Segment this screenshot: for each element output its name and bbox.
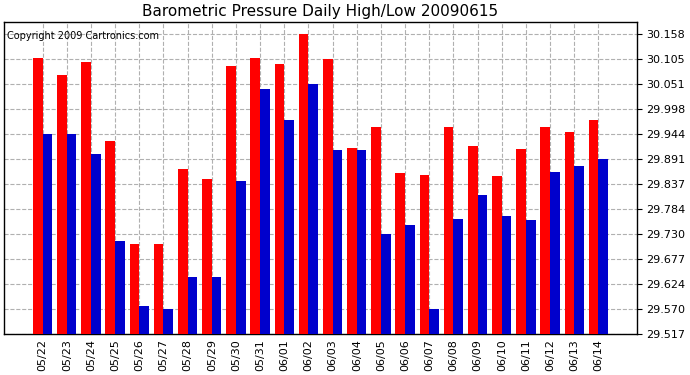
- Bar: [115, 241, 125, 334]
- Bar: [357, 150, 366, 334]
- Bar: [188, 278, 197, 334]
- Bar: [564, 132, 574, 334]
- Bar: [236, 181, 246, 334]
- Bar: [381, 234, 391, 334]
- Bar: [308, 84, 318, 334]
- Bar: [202, 179, 212, 334]
- Bar: [164, 309, 173, 334]
- Bar: [275, 64, 284, 334]
- Bar: [57, 75, 67, 334]
- Bar: [405, 225, 415, 334]
- Bar: [444, 127, 453, 334]
- Bar: [212, 278, 221, 334]
- Bar: [154, 244, 164, 334]
- Bar: [477, 195, 487, 334]
- Bar: [43, 134, 52, 334]
- Title: Barometric Pressure Daily High/Low 20090615: Barometric Pressure Daily High/Low 20090…: [142, 4, 499, 19]
- Bar: [589, 120, 598, 334]
- Text: Copyright 2009 Cartronics.com: Copyright 2009 Cartronics.com: [8, 31, 159, 41]
- Bar: [106, 141, 115, 334]
- Bar: [91, 154, 101, 334]
- Bar: [226, 66, 236, 334]
- Bar: [299, 34, 308, 334]
- Bar: [420, 175, 429, 334]
- Bar: [347, 148, 357, 334]
- Bar: [33, 58, 43, 334]
- Bar: [323, 59, 333, 334]
- Bar: [81, 62, 91, 334]
- Bar: [260, 89, 270, 334]
- Bar: [502, 216, 511, 334]
- Bar: [395, 173, 405, 334]
- Bar: [492, 176, 502, 334]
- Bar: [598, 159, 608, 334]
- Bar: [67, 134, 77, 334]
- Bar: [453, 219, 463, 334]
- Bar: [526, 220, 535, 334]
- Bar: [130, 244, 139, 334]
- Bar: [516, 149, 526, 334]
- Bar: [540, 127, 550, 334]
- Bar: [574, 166, 584, 334]
- Bar: [371, 127, 381, 334]
- Bar: [468, 146, 477, 334]
- Bar: [139, 306, 149, 334]
- Bar: [178, 169, 188, 334]
- Bar: [333, 150, 342, 334]
- Bar: [550, 172, 560, 334]
- Bar: [250, 58, 260, 334]
- Bar: [429, 309, 439, 334]
- Bar: [284, 120, 294, 334]
